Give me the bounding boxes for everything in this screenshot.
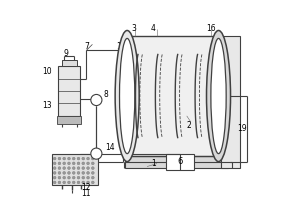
Bar (125, 156, 229, 168)
Ellipse shape (115, 30, 139, 162)
Bar (127, 36, 218, 156)
Circle shape (72, 167, 75, 170)
Circle shape (53, 181, 56, 184)
Bar (57, 116, 82, 124)
Circle shape (72, 181, 75, 184)
Circle shape (77, 167, 80, 170)
Text: 10: 10 (42, 67, 52, 76)
Text: 6: 6 (177, 157, 182, 166)
Text: 17: 17 (116, 42, 126, 51)
Circle shape (87, 176, 89, 179)
Text: 2: 2 (187, 121, 191, 130)
Bar (61, 60, 76, 66)
Circle shape (72, 157, 75, 160)
Circle shape (63, 162, 66, 165)
Text: 16: 16 (207, 24, 216, 33)
Circle shape (77, 162, 80, 165)
Circle shape (87, 162, 89, 165)
Text: 7: 7 (85, 42, 89, 51)
Text: 13: 13 (42, 101, 52, 110)
Circle shape (58, 157, 61, 160)
Circle shape (68, 171, 70, 174)
Text: 3: 3 (131, 24, 136, 33)
Circle shape (53, 162, 56, 165)
Text: 12: 12 (82, 183, 91, 192)
Text: 18: 18 (220, 76, 230, 85)
Bar (58, 66, 80, 116)
Circle shape (92, 157, 94, 160)
Circle shape (92, 181, 94, 184)
Circle shape (82, 162, 85, 165)
Ellipse shape (119, 38, 135, 154)
Text: 9: 9 (64, 49, 68, 58)
Ellipse shape (211, 38, 226, 154)
Circle shape (63, 167, 66, 170)
Circle shape (87, 157, 89, 160)
Circle shape (92, 171, 94, 174)
Circle shape (58, 181, 61, 184)
Circle shape (58, 167, 61, 170)
Circle shape (87, 171, 89, 174)
Circle shape (82, 167, 85, 170)
Circle shape (68, 157, 70, 160)
Circle shape (63, 171, 66, 174)
Circle shape (77, 171, 80, 174)
Circle shape (53, 171, 56, 174)
Circle shape (58, 162, 61, 165)
Text: 4: 4 (151, 24, 156, 33)
Circle shape (87, 167, 89, 170)
Circle shape (82, 171, 85, 174)
Circle shape (53, 157, 56, 160)
Text: 2A: 2A (129, 85, 138, 91)
Circle shape (58, 176, 61, 179)
Circle shape (68, 162, 70, 165)
Circle shape (92, 176, 94, 179)
Circle shape (72, 162, 75, 165)
Circle shape (91, 148, 102, 159)
Text: 14: 14 (105, 143, 115, 152)
Circle shape (72, 176, 75, 179)
Circle shape (77, 181, 80, 184)
Circle shape (92, 167, 94, 170)
Circle shape (77, 157, 80, 160)
Text: 1: 1 (151, 159, 156, 168)
Bar (52, 154, 98, 185)
Circle shape (72, 171, 75, 174)
Text: 11: 11 (82, 189, 91, 198)
Circle shape (77, 176, 80, 179)
Bar (220, 36, 240, 168)
Circle shape (63, 176, 66, 179)
Circle shape (92, 162, 94, 165)
Circle shape (68, 167, 70, 170)
Text: 8: 8 (104, 90, 109, 99)
Circle shape (63, 181, 66, 184)
Circle shape (53, 167, 56, 170)
Ellipse shape (206, 30, 230, 162)
Circle shape (63, 157, 66, 160)
Circle shape (82, 176, 85, 179)
Circle shape (82, 181, 85, 184)
Circle shape (68, 181, 70, 184)
Circle shape (91, 94, 102, 106)
Circle shape (68, 176, 70, 179)
Circle shape (87, 181, 89, 184)
Circle shape (82, 157, 85, 160)
Circle shape (53, 176, 56, 179)
Bar (166, 154, 194, 170)
Circle shape (58, 171, 61, 174)
Text: 19: 19 (238, 124, 247, 133)
